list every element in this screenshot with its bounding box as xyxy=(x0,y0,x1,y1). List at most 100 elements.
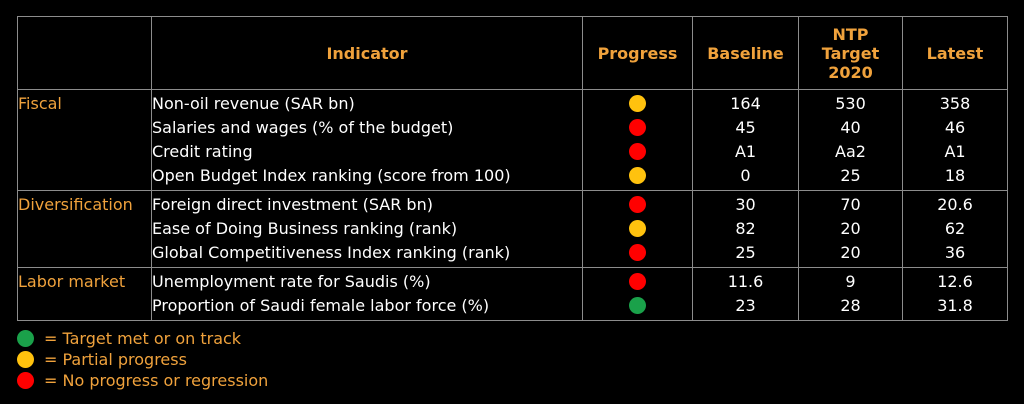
status-red-dot-icon xyxy=(629,195,646,213)
indicator-label: Salaries and wages (% of the budget) xyxy=(152,118,454,137)
target-value: 28 xyxy=(840,296,861,315)
legend-label: = Target met or on track xyxy=(44,329,242,348)
legend-label: = Partial progress xyxy=(44,350,187,369)
status-red-dot-icon xyxy=(629,118,646,136)
baseline-value: 0 xyxy=(740,166,751,185)
indicator-label: Non-oil revenue (SAR bn) xyxy=(152,94,355,113)
status-line xyxy=(583,241,692,265)
progress-cell xyxy=(582,89,693,191)
legend: = Target met or on track = Partial progre… xyxy=(17,328,268,391)
legend-item: = No progress or regression xyxy=(17,370,268,391)
baseline-value: 164 xyxy=(730,94,761,113)
indicator-label: Ease of Doing Business ranking (rank) xyxy=(152,219,458,238)
progress-cell xyxy=(582,267,693,321)
target-value: 20 xyxy=(840,219,861,238)
indicator-label: Credit rating xyxy=(152,142,253,161)
header-target-line3: 2020 xyxy=(828,62,873,82)
header-target: NTP Target 2020 xyxy=(798,16,903,90)
latest-value: 358 xyxy=(939,94,971,113)
status-line xyxy=(583,164,692,188)
legend-yellow-dot-icon xyxy=(17,351,34,368)
baseline-value: 23 xyxy=(735,296,756,315)
latest-value: 31.8 xyxy=(937,296,973,315)
target-value: 70 xyxy=(840,195,861,214)
target-cell: 70 20 20 xyxy=(798,190,903,268)
header-target-line2: Target xyxy=(821,43,880,63)
table-group-row: Labor market Unemployment rate for Saudis… xyxy=(17,267,1008,321)
target-value: Aa2 xyxy=(835,142,866,161)
header-category xyxy=(17,16,152,90)
indicator-cell: Non-oil revenue (SAR bn) Salaries and wag… xyxy=(151,89,583,191)
latest-value: 12.6 xyxy=(937,272,973,291)
indicator-label: Open Budget Index ranking (score from 10… xyxy=(152,166,511,185)
latest-cell: 20.6 62 36 xyxy=(902,190,1008,268)
table-group-row: Diversification Foreign direct investment… xyxy=(17,190,1008,268)
header-row: Indicator Progress Baseline NTP Target 2… xyxy=(17,16,1008,90)
status-red-dot-icon xyxy=(629,142,646,160)
indicator-label: Global Competitiveness Index ranking (ra… xyxy=(152,243,511,262)
target-value: 40 xyxy=(840,118,861,137)
status-red-dot-icon xyxy=(629,243,646,261)
latest-value: 36 xyxy=(944,243,966,262)
target-cell: 530 40 Aa2 25 xyxy=(798,89,903,191)
latest-value: A1 xyxy=(944,142,966,161)
latest-value: 62 xyxy=(944,219,966,238)
baseline-value: 11.6 xyxy=(727,272,764,291)
status-yellow-dot-icon xyxy=(629,94,646,112)
status-line xyxy=(583,140,692,164)
latest-value: 18 xyxy=(944,166,966,185)
legend-item: = Partial progress xyxy=(17,349,268,370)
indicator-label: Foreign direct investment (SAR bn) xyxy=(152,195,433,214)
ntp-indicator-table: Indicator Progress Baseline NTP Target 2… xyxy=(17,16,1008,321)
status-yellow-dot-icon xyxy=(629,166,646,184)
header-target-line1: NTP xyxy=(832,24,869,44)
category-label: Diversification xyxy=(18,195,133,214)
baseline-value: 82 xyxy=(735,219,756,238)
baseline-value: 45 xyxy=(735,118,756,137)
latest-value: 20.6 xyxy=(937,195,973,214)
target-value: 25 xyxy=(840,166,861,185)
target-value: 20 xyxy=(840,243,861,262)
status-yellow-dot-icon xyxy=(629,219,646,237)
legend-item: = Target met or on track xyxy=(17,328,268,349)
latest-cell: 12.6 31.8 xyxy=(902,267,1008,321)
legend-green-dot-icon xyxy=(17,330,34,347)
baseline-cell: 11.6 23 xyxy=(692,267,799,321)
category-label: Labor market xyxy=(18,272,126,291)
latest-value: 46 xyxy=(944,118,966,137)
indicator-label: Unemployment rate for Saudis (%) xyxy=(152,272,431,291)
status-green-dot-icon xyxy=(629,296,646,314)
indicator-cell: Foreign direct investment (SAR bn) Ease o… xyxy=(151,190,583,268)
baseline-value: A1 xyxy=(734,142,757,161)
header-progress: Progress xyxy=(582,16,693,90)
status-line xyxy=(583,270,692,294)
progress-cell xyxy=(582,190,693,268)
indicator-label: Proportion of Saudi female labor force (… xyxy=(152,296,490,315)
baseline-value: 30 xyxy=(735,195,756,214)
header-baseline: Baseline xyxy=(692,16,799,90)
target-cell: 9 28 xyxy=(798,267,903,321)
status-line xyxy=(583,217,692,241)
status-line xyxy=(583,193,692,217)
baseline-cell: 30 82 25 xyxy=(692,190,799,268)
table-body: Fiscal Non-oil revenue (SAR bn) Salaries a… xyxy=(17,89,1008,321)
status-line xyxy=(583,294,692,318)
latest-cell: 358 46 A1 18 xyxy=(902,89,1008,191)
baseline-cell: 164 45 A1 0 xyxy=(692,89,799,191)
status-line xyxy=(583,116,692,140)
category-cell: Fiscal xyxy=(17,89,152,191)
legend-red-dot-icon xyxy=(17,372,34,389)
baseline-value: 25 xyxy=(735,243,756,262)
category-cell: Labor market xyxy=(17,267,152,321)
target-value: 9 xyxy=(845,272,856,291)
category-label: Fiscal xyxy=(18,94,62,113)
indicator-cell: Unemployment rate for Saudis (%) Proporti… xyxy=(151,267,583,321)
legend-label: = No progress or regression xyxy=(44,371,269,390)
header-indicator: Indicator xyxy=(151,16,583,90)
category-cell: Diversification xyxy=(17,190,152,268)
status-red-dot-icon xyxy=(629,272,646,290)
status-line xyxy=(583,92,692,116)
target-value: 530 xyxy=(835,94,866,113)
header-latest: Latest xyxy=(902,16,1008,90)
table-group-row: Fiscal Non-oil revenue (SAR bn) Salaries a… xyxy=(17,89,1008,191)
